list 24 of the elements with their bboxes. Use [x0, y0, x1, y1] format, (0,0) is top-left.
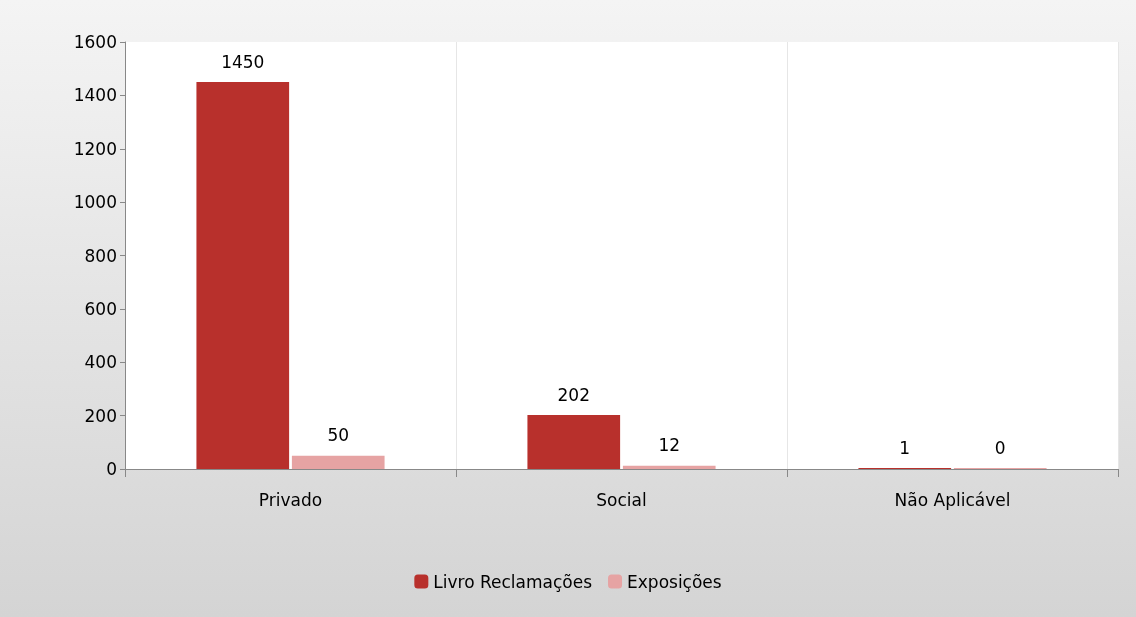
y-tick-label: 1200: [73, 138, 117, 159]
data-label: 12: [658, 435, 681, 456]
legend-label: Exposições: [627, 571, 722, 592]
data-label: 50: [327, 425, 350, 446]
legend-label: Livro Reclamações: [433, 571, 593, 592]
data-label: 1450: [221, 51, 265, 72]
bar: [527, 415, 621, 469]
y-tick-label: 1000: [73, 192, 117, 213]
bar: [291, 455, 385, 469]
bar: [622, 465, 716, 469]
y-tick-label: 0: [106, 459, 117, 479]
x-tick-label: Social: [596, 489, 647, 510]
bar: [196, 82, 290, 469]
y-tick-label: 800: [84, 245, 117, 266]
y-tick-label: 1400: [73, 85, 117, 106]
y-tick-label: 400: [84, 352, 117, 373]
x-tick-label: Não Aplicável: [894, 489, 1011, 510]
y-tick-label: 600: [84, 298, 117, 319]
x-tick-label: Privado: [258, 489, 323, 510]
data-label: 1: [899, 437, 911, 458]
y-tick-label: 1600: [73, 32, 117, 52]
data-label: 202: [557, 384, 590, 405]
data-label: 0: [994, 437, 1006, 458]
y-tick-label: 200: [84, 405, 117, 426]
